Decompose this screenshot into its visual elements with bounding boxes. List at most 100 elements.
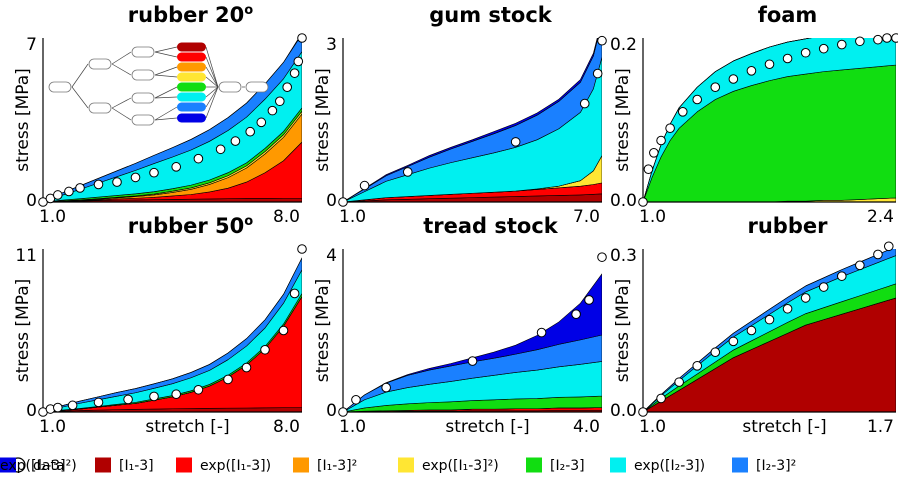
data-point bbox=[223, 374, 233, 385]
area-layers bbox=[643, 38, 896, 202]
panel-treadstock: tread stock 4 0 stress [MPa] 1.0 4.0 stretch [… bbox=[313, 214, 607, 437]
network-edge bbox=[205, 86, 219, 119]
legend-swatch bbox=[293, 457, 309, 473]
network-term-node bbox=[177, 62, 206, 72]
y-tick-label-min: 0.0 bbox=[610, 191, 637, 211]
legend-item-t3: [I₁-3]² bbox=[293, 457, 357, 474]
data-point bbox=[351, 394, 361, 405]
panel-title: rubber 50o bbox=[128, 214, 254, 238]
y-axis-label: stress [MPa] bbox=[613, 279, 633, 383]
panel-title: rubber 20o bbox=[128, 3, 254, 27]
data-point bbox=[746, 66, 757, 76]
title-superscript: o bbox=[244, 3, 253, 18]
data-point bbox=[149, 167, 159, 178]
legend: data [I₁-3] exp([I₁-3]) [I₁-3]² exp([I₁-3]²)… bbox=[0, 457, 796, 474]
legend-label: data bbox=[33, 458, 65, 474]
legend-label: exp([I₂-3]) bbox=[634, 458, 705, 474]
data-point bbox=[818, 282, 829, 292]
x-tick-label-min: 1.0 bbox=[639, 417, 666, 437]
network-node bbox=[48, 81, 72, 93]
area-t8 bbox=[43, 38, 300, 202]
data-point bbox=[710, 347, 721, 358]
x-tick-label-min: 1.0 bbox=[639, 207, 666, 227]
network-edge bbox=[205, 86, 219, 98]
network-term-node bbox=[177, 102, 206, 112]
data-point bbox=[297, 244, 307, 254]
legend-label: [I₁-3] bbox=[119, 458, 154, 474]
data-point bbox=[579, 98, 590, 109]
data-point bbox=[245, 126, 255, 137]
network-edge bbox=[154, 86, 178, 99]
y-axis-label: stress [MPa] bbox=[13, 68, 33, 172]
panel-gumstock: gum stock 3 0 stress [MPa] 1.0 7.0 bbox=[313, 3, 607, 227]
data-point bbox=[64, 186, 74, 197]
data-point bbox=[665, 123, 675, 133]
area-layers bbox=[343, 38, 602, 202]
network-node bbox=[88, 58, 112, 70]
panel-rubber20: rubber 20o 7 0 stress [MPa] 1.0 8.0 bbox=[13, 3, 307, 227]
data-point bbox=[882, 33, 892, 43]
network-edge bbox=[205, 46, 219, 88]
panel-title: foam bbox=[758, 3, 818, 27]
network-edge bbox=[205, 76, 219, 88]
legend-swatch bbox=[732, 457, 748, 473]
x-axis-label: stretch [-] bbox=[445, 417, 529, 437]
y-tick-label-min: 0 bbox=[326, 401, 337, 421]
network-edge bbox=[111, 63, 132, 76]
data-point bbox=[467, 356, 478, 366]
legend-item-t1: [I₁-3] bbox=[95, 457, 154, 474]
legend-item-t5: [I₂-3] bbox=[526, 457, 585, 474]
area-layers bbox=[43, 257, 302, 412]
data-point bbox=[230, 136, 241, 146]
network-term-node bbox=[177, 42, 206, 52]
network-edge bbox=[71, 86, 89, 109]
x-axis-label: stretch [-] bbox=[742, 417, 826, 437]
legend-item-t4: exp([I₁-3]²) bbox=[398, 457, 499, 474]
area-t8 bbox=[643, 38, 812, 202]
area-t8 bbox=[343, 273, 602, 412]
data-point bbox=[800, 293, 811, 303]
network-edge bbox=[205, 86, 219, 108]
data-point bbox=[597, 35, 607, 46]
y-axis-label: stress [MPa] bbox=[613, 68, 633, 172]
data-point bbox=[782, 53, 793, 64]
legend-label: exp([I₁-3]²) bbox=[422, 458, 499, 474]
x-tick-label-max: 7.0 bbox=[573, 207, 600, 227]
area-layers bbox=[343, 273, 602, 412]
data-point bbox=[883, 241, 894, 252]
legend-item-t6: exp([I₂-3]) bbox=[610, 457, 705, 474]
network-edge bbox=[205, 56, 219, 88]
data-point bbox=[53, 402, 63, 413]
network-node bbox=[88, 102, 112, 114]
data-point bbox=[193, 153, 204, 164]
network-node bbox=[218, 81, 242, 93]
data-point bbox=[256, 117, 267, 128]
data-point bbox=[510, 137, 521, 147]
data-point bbox=[592, 68, 603, 79]
legend-swatch bbox=[526, 457, 542, 473]
network-term-node bbox=[177, 92, 206, 102]
y-axis-label: stress [MPa] bbox=[313, 68, 333, 172]
network-edge bbox=[154, 106, 178, 121]
data-point bbox=[402, 167, 413, 177]
data-point bbox=[597, 252, 607, 262]
legend-swatch bbox=[95, 457, 111, 473]
network-edge bbox=[71, 63, 89, 88]
data-point bbox=[584, 295, 594, 305]
network-term-node bbox=[177, 72, 206, 82]
data-point bbox=[381, 382, 391, 393]
data-point bbox=[297, 33, 307, 43]
panel-title: tread stock bbox=[423, 214, 559, 238]
data-point bbox=[123, 394, 133, 405]
data-point bbox=[855, 260, 865, 271]
network-edge bbox=[154, 51, 178, 58]
area-layers bbox=[643, 249, 896, 412]
data-point bbox=[278, 325, 289, 336]
y-tick-label-max: 4 bbox=[326, 246, 337, 266]
data-point bbox=[112, 177, 122, 187]
data-point bbox=[873, 249, 883, 260]
data-point bbox=[649, 148, 659, 158]
legend-item-t7: [I₂-3]² bbox=[732, 457, 796, 474]
network-term-node bbox=[177, 82, 206, 92]
